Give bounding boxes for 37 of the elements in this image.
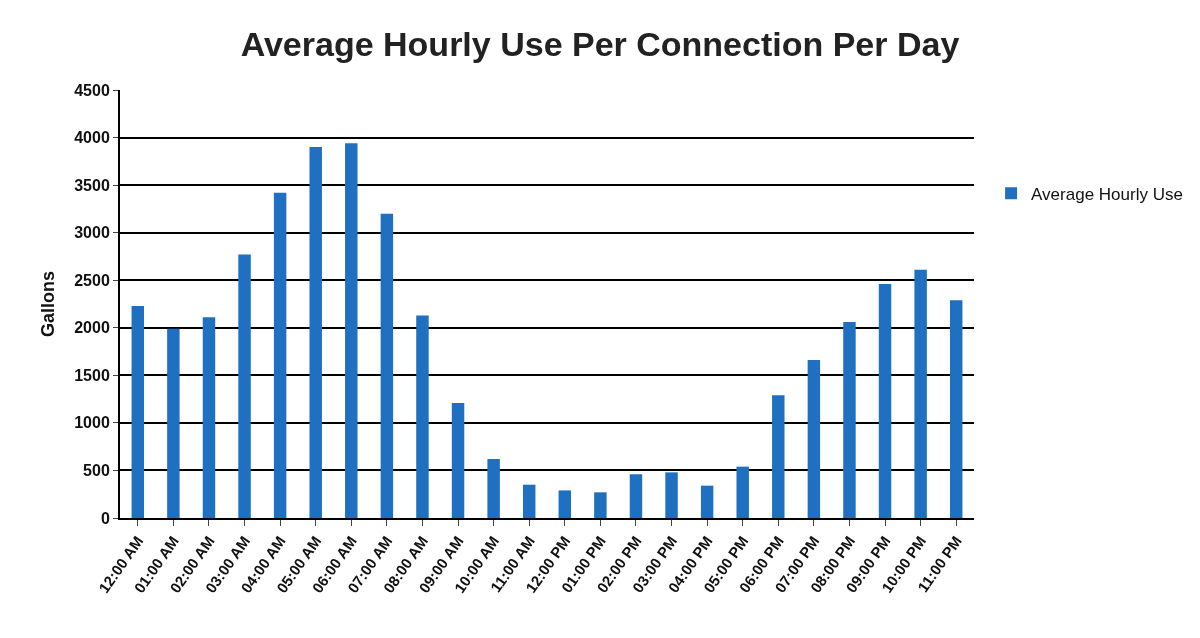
chart-title: Average Hourly Use Per Connection Per Day — [240, 24, 960, 63]
y-tick-label: 3000 — [74, 224, 110, 242]
bar — [807, 360, 821, 518]
y-tick-label: 500 — [83, 462, 110, 480]
bar — [238, 254, 251, 518]
bar — [843, 322, 856, 518]
y-tick-label: 2500 — [74, 271, 110, 289]
bar — [665, 472, 678, 518]
bar — [451, 402, 465, 518]
y-tick-label: 0 — [100, 509, 110, 527]
bar — [914, 269, 927, 518]
bar — [167, 328, 180, 518]
bar — [380, 213, 394, 518]
y-tick-label: 4000 — [74, 129, 110, 147]
bar — [700, 485, 714, 518]
legend-label: Average Hourly Use — [1031, 184, 1183, 204]
y-tick-label: 1000 — [74, 414, 110, 432]
y-axis-title: Gallons — [37, 270, 58, 338]
bar — [487, 459, 500, 518]
y-tick-label: 1500 — [74, 366, 110, 384]
y-tick-label: 4500 — [74, 81, 110, 99]
bar — [202, 317, 216, 518]
bar — [949, 300, 963, 518]
bar — [273, 192, 287, 518]
bar — [629, 474, 643, 518]
bar — [416, 315, 429, 518]
y-tick-label: 2000 — [74, 319, 110, 337]
bar — [594, 492, 607, 518]
bar — [309, 147, 322, 518]
y-tick-label: 3500 — [74, 176, 110, 194]
bar — [772, 395, 785, 518]
bar — [558, 490, 572, 518]
bar — [522, 484, 536, 518]
bar — [345, 143, 358, 518]
bar — [878, 284, 892, 518]
bar — [131, 305, 145, 518]
bar — [736, 466, 749, 518]
